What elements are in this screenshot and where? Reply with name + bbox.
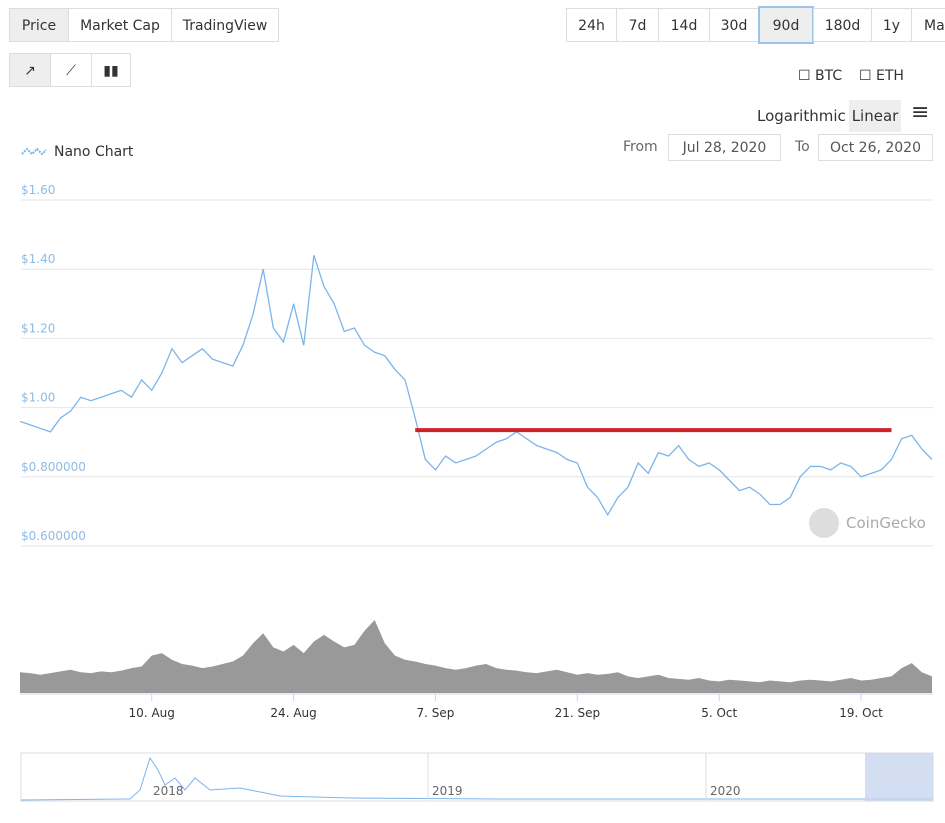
price-line	[19, 255, 933, 517]
x-tick-label: 21. Sep	[555, 706, 601, 720]
x-tick-label: 19. Oct	[839, 706, 883, 720]
navigator-label: 2020	[710, 784, 741, 798]
range[interactable]: 24h	[566, 8, 617, 42]
compare-label: BTC	[815, 68, 843, 84]
menu[interactable]: ≡	[911, 100, 930, 125]
to-input[interactable]: Oct 26, 2020	[818, 134, 933, 161]
range[interactable]: 7d	[616, 8, 659, 42]
volume-area	[20, 619, 932, 693]
navigator-frame	[20, 752, 934, 802]
x-tick-label: 24. Aug	[270, 706, 316, 720]
tab[interactable]: Price	[9, 8, 69, 42]
navigator: 2018 2019 2020	[20, 752, 934, 802]
line-type[interactable]: ↗	[9, 53, 51, 87]
y-tick-label: $1.00	[21, 391, 55, 405]
line-type[interactable]: ⟋	[50, 53, 92, 87]
range[interactable]: 30d	[709, 8, 759, 42]
navigator-label: 2018	[153, 784, 184, 798]
watermark: CoinGecko	[846, 514, 926, 532]
navigator-label: 2019	[432, 784, 463, 798]
y-tick-label: $0.600000	[21, 529, 86, 543]
from-input[interactable]: Jul 28, 2020	[668, 134, 781, 161]
legend-title: Nano Chart	[54, 144, 134, 160]
x-tick-label: 10. Aug	[129, 706, 175, 720]
range[interactable]: 90d	[758, 6, 814, 44]
scale-option[interactable]: Linear	[849, 100, 901, 132]
scale-option[interactable]: Logarithmic	[757, 107, 846, 125]
legend-symbol	[21, 147, 47, 156]
range[interactable]: 1y	[871, 8, 912, 42]
navigator-window[interactable]	[865, 753, 933, 801]
tab[interactable]: TradingView	[171, 8, 279, 42]
watermark-logo	[809, 508, 839, 538]
y-tick-label: $0.800000	[21, 460, 86, 474]
x-tick-label: 5. Oct	[701, 706, 737, 720]
compare-btc[interactable]: ☐ BTC	[798, 68, 843, 84]
tab[interactable]: Market Cap	[68, 8, 172, 42]
x-tick-label: 7. Sep	[417, 706, 455, 720]
to-label: To	[795, 139, 810, 155]
range[interactable]: 180d	[813, 8, 872, 42]
y-tick-label: $1.40	[21, 252, 55, 266]
range[interactable]: 14d	[658, 8, 710, 42]
y-tick-label: $1.60	[21, 183, 55, 197]
compare-label: ETH	[876, 68, 904, 84]
y-tick-label: $1.20	[21, 321, 55, 335]
navigator-line	[20, 756, 933, 801]
from-label: From	[623, 139, 658, 155]
compare-eth[interactable]: ☐ ETH	[859, 68, 904, 84]
range[interactable]: Max	[911, 8, 945, 42]
line-type[interactable]: ▮▮	[91, 53, 131, 87]
